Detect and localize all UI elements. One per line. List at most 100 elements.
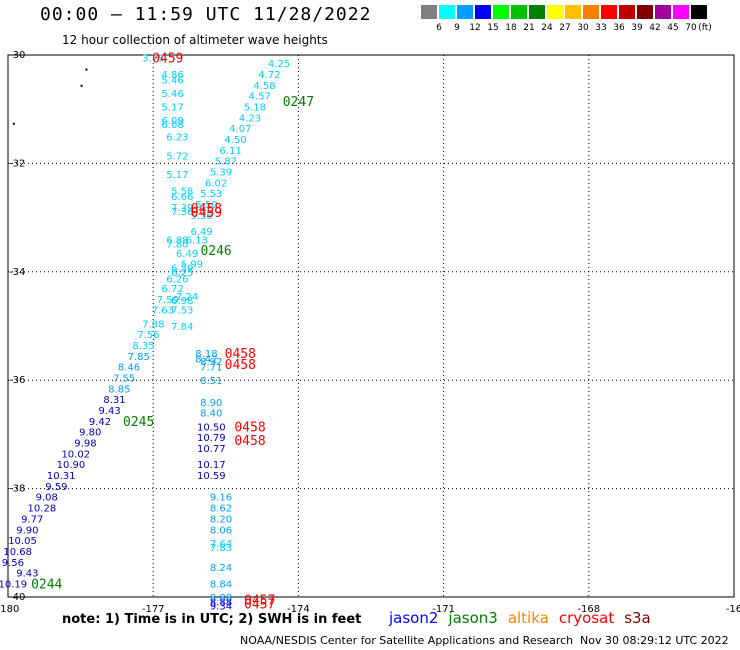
wave-height-value: 8.18 xyxy=(195,349,217,360)
wave-height-value: 5.56 xyxy=(190,211,212,222)
wave-height-value: 10.68 xyxy=(3,547,32,558)
wave-height-value: 8.62 xyxy=(210,504,232,515)
wave-height-value: 9.43 xyxy=(16,569,38,580)
y-tick-label: -38 xyxy=(9,484,25,495)
legend-label: 6 xyxy=(436,23,442,33)
legend-label: 18 xyxy=(505,23,517,33)
legend-label: 12 xyxy=(469,23,481,33)
wave-height-value: 10.79 xyxy=(197,433,226,444)
legend-swatch xyxy=(457,5,473,19)
legend-swatch xyxy=(673,5,689,19)
wave-height-value: 4.50 xyxy=(224,135,246,146)
legend-swatch xyxy=(637,5,653,19)
wave-height-value: 8.51 xyxy=(200,376,222,387)
wave-height-value: 5.46 xyxy=(161,89,183,100)
legend-swatch xyxy=(511,5,527,19)
wave-height-value: 8.88 xyxy=(210,593,232,604)
wave-height-value: 8.85 xyxy=(108,384,130,395)
legend-label: 27 xyxy=(559,23,571,33)
legend-swatch xyxy=(493,5,509,19)
wave-height-value: 10.19 xyxy=(0,579,27,590)
page-title: 00:00 – 11:59 UTC 11/28/2022 xyxy=(40,4,372,25)
pass-time-label: 0244 xyxy=(31,577,62,592)
wave-height-value: 4.23 xyxy=(239,113,261,124)
wave-height-value: 10.31 xyxy=(47,471,76,482)
wave-height-value: 5.17 xyxy=(166,170,188,181)
footnote: note: 1) Time is in UTC; 2) SWH is in fe… xyxy=(62,612,362,627)
wave-height-value: 10.90 xyxy=(57,460,86,471)
wave-height-value: 6.08 xyxy=(161,120,183,131)
y-tick-label: -32 xyxy=(9,158,25,169)
wave-height-value: 5.17 xyxy=(161,102,183,113)
wave-height-value: 5.53 xyxy=(200,189,222,200)
y-tick-label: -36 xyxy=(9,375,25,386)
wave-height-value: 7.83 xyxy=(210,543,232,554)
wave-height-value: 8.06 xyxy=(210,525,232,536)
plot-frame xyxy=(7,54,735,598)
pass-time-label: 0458 xyxy=(225,347,256,362)
wave-height-value: 8.90 xyxy=(200,398,222,409)
wave-height-value: 7.80 xyxy=(166,240,188,251)
wave-height-value: 6.59 xyxy=(171,263,193,274)
wave-height-value: 7.71 xyxy=(200,363,222,374)
wave-height-value: 8.40 xyxy=(200,409,222,420)
wave-height-value: 4.25 xyxy=(268,59,290,70)
wave-height-value: 6.72 xyxy=(161,284,183,295)
land-marker xyxy=(80,84,83,87)
wave-height-value: 9.77 xyxy=(21,514,43,525)
wave-height-value: 7.88 xyxy=(142,319,164,330)
x-tick-label: -16 xyxy=(726,604,740,615)
legend-label: 30 xyxy=(577,23,589,33)
wave-height-value: 7.39 xyxy=(171,203,193,214)
satellite-label: jason2 xyxy=(389,609,439,627)
wave-height-value: 7.55 xyxy=(113,373,135,384)
pass-time-label: 0247 xyxy=(283,95,314,110)
wave-height-value: 10.02 xyxy=(61,449,90,460)
wave-height-value: 5.18 xyxy=(244,102,266,113)
wave-height-value: 10.59 xyxy=(197,471,226,482)
wave-height-value: 10.17 xyxy=(197,460,226,471)
wave-height-value: 5.87 xyxy=(215,157,237,168)
wave-height-value: 9.90 xyxy=(16,525,38,536)
wave-height-value: 9.56 xyxy=(2,558,24,569)
legend-label: 33 xyxy=(595,23,607,33)
wave-height-value: 8.88 xyxy=(210,597,232,608)
legend-label: 70 xyxy=(685,23,697,33)
legend-swatch xyxy=(655,5,671,19)
wave-height-value: 4.72 xyxy=(258,70,280,81)
wave-height-value: 6.23 xyxy=(166,132,188,143)
wave-height-value: 4.07 xyxy=(229,124,251,135)
wave-height-value: 9.59 xyxy=(45,482,67,493)
wave-height-value: 6.49 xyxy=(176,249,198,260)
wave-height-value: 7.64 xyxy=(210,539,232,550)
legend-swatch xyxy=(619,5,635,19)
wave-height-value: 8.20 xyxy=(210,514,232,525)
wave-height-value: 10.28 xyxy=(28,504,57,515)
land-marker xyxy=(12,122,15,125)
wave-height-value: 10.05 xyxy=(8,536,37,547)
wave-height-value: 8.92 xyxy=(200,357,222,368)
pass-time-label: 0459 xyxy=(152,52,183,67)
pass-time-label: 0245 xyxy=(123,415,154,430)
legend-swatch xyxy=(547,5,563,19)
wave-height-value: 9.43 xyxy=(99,406,121,417)
wave-height-value: 6.25 xyxy=(171,268,193,279)
legend-swatch xyxy=(421,5,437,19)
legend-unit: (ft) xyxy=(698,23,712,33)
wave-height-value: 6.26 xyxy=(166,274,188,285)
x-tick-label: -168 xyxy=(577,604,600,615)
legend-swatch xyxy=(565,5,581,19)
legend-label: 9 xyxy=(454,23,460,33)
y-tick-label: -40 xyxy=(9,592,25,603)
wave-height-value: 7.63 xyxy=(152,306,174,317)
pass-time-label: 0458 xyxy=(191,202,222,217)
legend-swatch xyxy=(475,5,491,19)
legend-label: 15 xyxy=(487,23,499,33)
credit-text: NOAA/NESDIS Center for Satellite Applica… xyxy=(240,634,574,647)
satellite-label: cryosat xyxy=(558,609,615,627)
y-tick-label: -34 xyxy=(9,267,25,278)
wave-height-value: 9.80 xyxy=(79,428,101,439)
pass-time-label: 0458 xyxy=(234,420,265,435)
wave-height-value: 4.86 xyxy=(161,70,183,81)
